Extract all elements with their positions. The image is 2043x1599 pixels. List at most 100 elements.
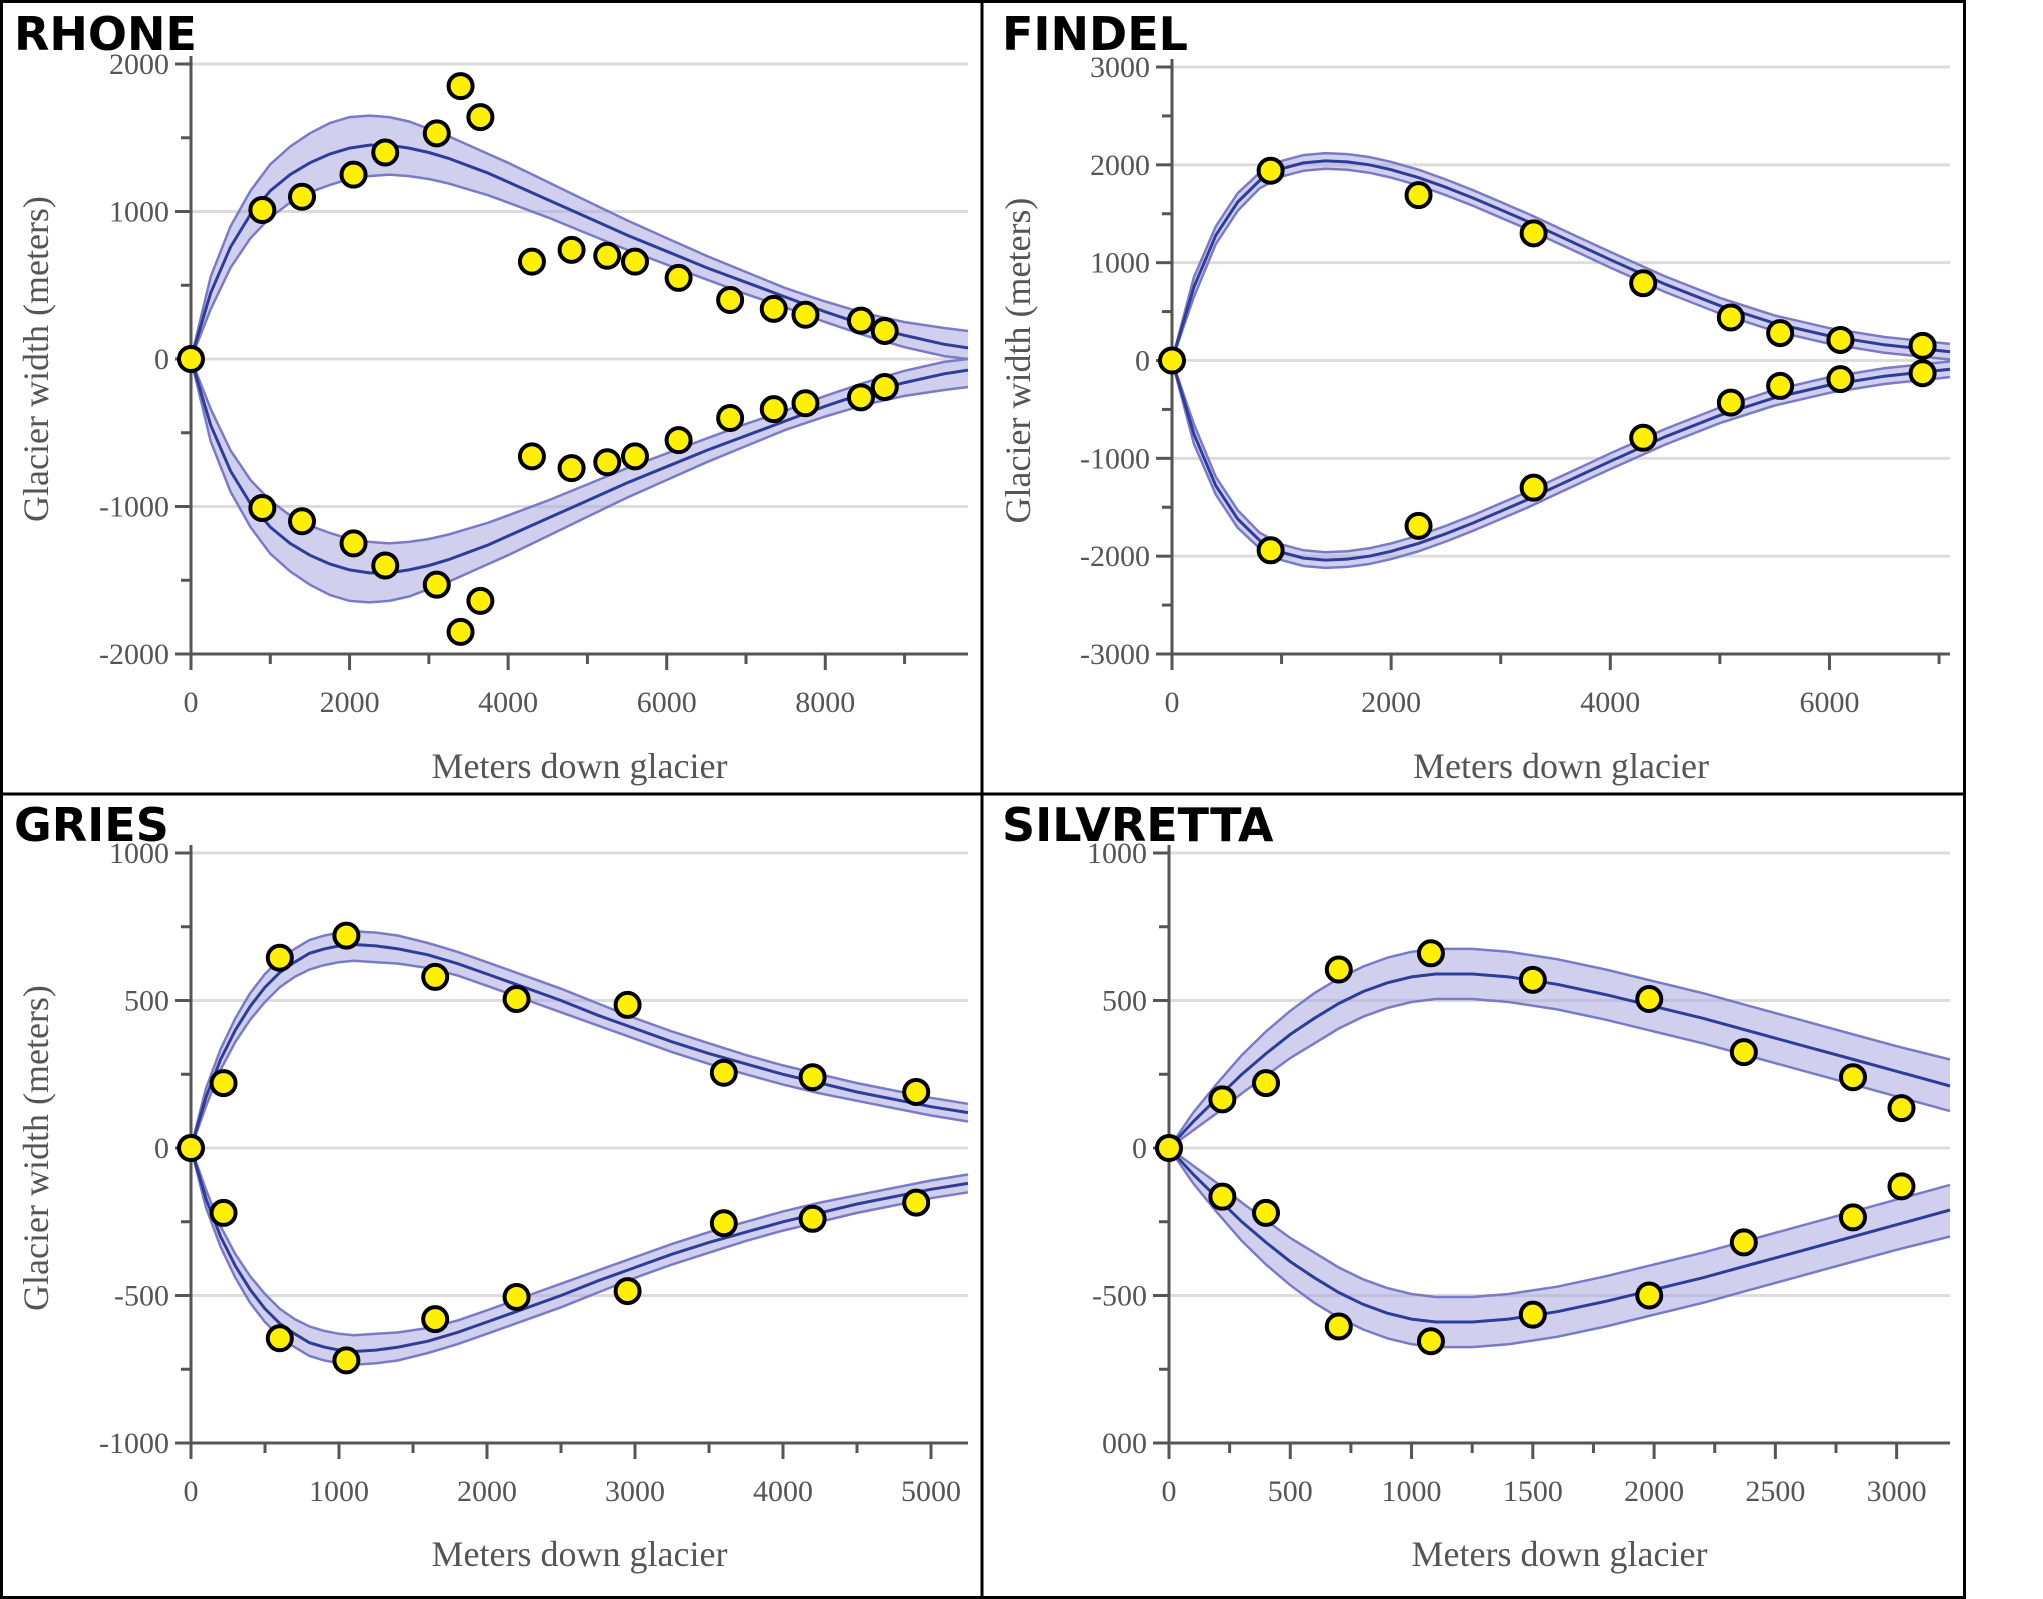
data-point (1908, 331, 1937, 360)
data-point (1887, 1172, 1916, 1201)
y-tick-label: -1000 (99, 491, 169, 524)
data-point (1416, 1327, 1445, 1356)
data-point (1766, 319, 1795, 348)
data-point (1766, 371, 1795, 400)
data-point (1155, 1134, 1183, 1162)
data-point (332, 1346, 361, 1375)
data-point (846, 306, 875, 335)
y-axis-label: Glacier width (meters) (998, 198, 1038, 524)
band-edge-outer-lower (189, 358, 969, 604)
fit-line-upper (1167, 972, 1951, 1150)
data-point (621, 442, 649, 471)
data-point (371, 138, 400, 167)
data-point (1252, 1069, 1281, 1098)
fit-line-upper (189, 143, 969, 360)
panel-title: RHONE (14, 7, 197, 61)
confidence-band-lower (191, 1148, 968, 1365)
x-tick-label: 0 (1162, 1475, 1177, 1508)
data-point (613, 1277, 642, 1306)
chart-panel-findel: -3000 -2000 -1000 0 1000 2000 3000 0 2000 4000 600… (998, 7, 1951, 786)
x-tick-label: 4000 (753, 1475, 813, 1508)
data-point (709, 1209, 738, 1238)
x-tick-label: 2500 (1745, 1475, 1805, 1508)
data-point (1256, 156, 1285, 185)
data-point (791, 300, 820, 329)
data-point (466, 586, 495, 615)
data-point (1518, 965, 1547, 994)
data-point (1629, 269, 1658, 298)
data-point (1716, 388, 1745, 417)
x-tick-label: 0 (184, 1475, 199, 1508)
y-tick-label: 0 (1135, 345, 1150, 378)
data-point (798, 1204, 827, 1233)
data-point (613, 990, 642, 1019)
data-point (1208, 1085, 1237, 1114)
data-point (248, 493, 277, 522)
data-point (446, 617, 475, 646)
y-tick-label: 000 (1102, 1427, 1147, 1460)
data-point (870, 373, 899, 402)
y-tick-label: 500 (1102, 985, 1147, 1018)
data-point (177, 1134, 205, 1162)
data-point (1838, 1063, 1867, 1092)
data-point (798, 1063, 827, 1092)
panel-title: FINDEL (1002, 7, 1188, 61)
y-tick-label: -2000 (1080, 540, 1150, 573)
data-point (371, 551, 400, 580)
band-edge-outer-lower (1170, 360, 1951, 570)
data-point (1729, 1038, 1758, 1067)
data-point (1635, 1281, 1664, 1310)
data-point (517, 442, 546, 471)
data-point (1416, 939, 1445, 968)
x-tick-label: 0 (1165, 686, 1180, 719)
y-tick-label: 1000 (109, 837, 169, 870)
data-point (1729, 1228, 1758, 1257)
data-point (421, 962, 450, 991)
confidence-band-upper (191, 931, 968, 1148)
confidence-band-lower (1169, 1148, 1950, 1348)
fit-line-upper (189, 942, 969, 1149)
data-point (332, 921, 361, 950)
data-point (502, 985, 531, 1014)
y-tick-label: -2000 (99, 638, 169, 671)
y-tick-label: -1000 (1080, 442, 1150, 475)
data-point (716, 404, 745, 432)
data-point (1838, 1203, 1867, 1232)
confidence-band-upper (1172, 153, 1950, 361)
data-point (902, 1188, 931, 1217)
y-axis-label: Glacier width (meters) (16, 985, 56, 1311)
y-tick-label: -500 (114, 1280, 169, 1313)
data-point (209, 1198, 238, 1227)
data-point (664, 263, 693, 292)
data-point (339, 160, 368, 189)
x-tick-label: 500 (1268, 1475, 1313, 1508)
data-point (446, 72, 475, 101)
data-point (248, 196, 277, 225)
x-axis-label: Meters down glacier (1412, 1534, 1708, 1574)
data-point (1908, 359, 1937, 388)
data-point (1324, 955, 1353, 984)
data-point (709, 1058, 738, 1087)
chart-panel-silvretta: 000 -500 0 500 1000 0 500 1000 1500 2000 2500 3000 M… (1002, 798, 1951, 1574)
data-point (716, 286, 745, 314)
data-point (791, 389, 820, 418)
data-point (288, 182, 316, 211)
x-tick-label: 2000 (1361, 686, 1421, 719)
x-tick-label: 3000 (1867, 1475, 1927, 1508)
fit-line-lower (189, 358, 969, 575)
data-point (557, 454, 586, 483)
x-tick-label: 2000 (1624, 1475, 1684, 1508)
y-tick-label: 3000 (1090, 51, 1150, 84)
x-tick-label: 2000 (320, 686, 380, 719)
y-tick-label: 2000 (1090, 149, 1150, 182)
x-tick-label: 6000 (1799, 686, 1859, 719)
confidence-band-lower (1172, 360, 1950, 568)
y-tick-label: 0 (154, 343, 169, 376)
x-tick-label: 4000 (478, 686, 538, 719)
x-tick-label: 3000 (605, 1475, 665, 1508)
data-point (517, 247, 546, 276)
data-point (1256, 536, 1285, 565)
data-point (1629, 423, 1658, 452)
data-point (466, 103, 495, 132)
data-point (265, 1324, 294, 1353)
